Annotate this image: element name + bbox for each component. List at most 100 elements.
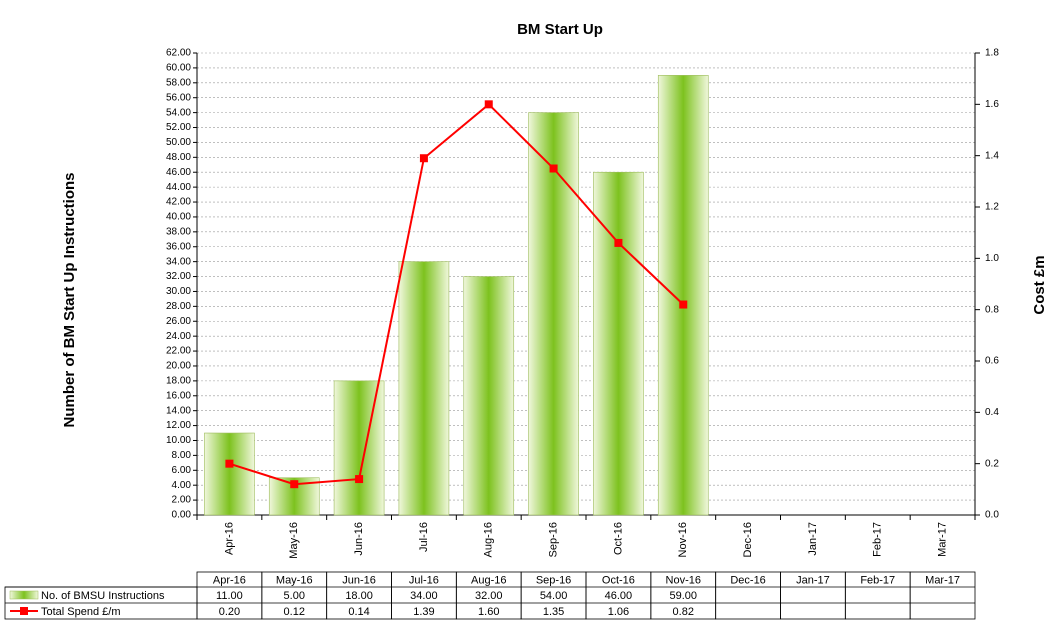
table-value: 59.00 [669, 590, 697, 602]
line-marker [225, 459, 234, 468]
y-tick-label: 58.00 [166, 77, 191, 88]
x-tick-label: Apr-16 [223, 522, 235, 555]
table-header: Feb-17 [860, 574, 895, 586]
y-tick-label: 60.00 [166, 63, 191, 74]
y-tick-label: 4.00 [172, 480, 192, 491]
table-header: Oct-16 [602, 574, 635, 586]
table-value: 32.00 [475, 590, 503, 602]
y-tick-label: 2.00 [172, 495, 192, 506]
table-header: Nov-16 [666, 574, 701, 586]
bar [528, 112, 579, 516]
table-value: 0.12 [284, 606, 305, 618]
bar [657, 75, 709, 516]
line-marker [614, 238, 623, 247]
legend-bar-icon [9, 590, 39, 600]
table-value: 34.00 [410, 590, 438, 602]
y-tick-label: 46.00 [166, 167, 191, 178]
table-header: Jun-16 [342, 574, 376, 586]
y-tick-label: 0.00 [172, 510, 192, 521]
table-value: 0.82 [673, 606, 694, 618]
y-tick-label: 36.00 [166, 241, 191, 252]
x-tick-label: Oct-16 [612, 522, 624, 555]
y-tick-label: 18.00 [166, 376, 191, 387]
y-tick-label: 48.00 [166, 152, 191, 163]
bar [463, 276, 515, 516]
table-value: 11.00 [216, 590, 243, 602]
y2-axis-title: Cost £m [1031, 255, 1048, 314]
table-legend-box [4, 586, 198, 620]
table-header: Jan-17 [796, 574, 830, 586]
y-axis-title: Number of BM Start Up Instructions [61, 172, 78, 427]
table-value: 1.35 [543, 606, 564, 618]
bar [204, 432, 255, 516]
y-tick-label: 56.00 [166, 92, 191, 103]
x-tick-label: May-16 [288, 522, 300, 559]
y-tick-label: 44.00 [166, 182, 191, 193]
x-tick-label: Feb-17 [872, 522, 884, 557]
y-tick-label: 10.00 [166, 435, 191, 446]
y2-tick-label: 1.8 [985, 48, 999, 59]
table-value: 18.00 [345, 590, 373, 602]
table-cell [909, 571, 976, 620]
y-tick-label: 26.00 [166, 316, 191, 327]
table-value: 1.60 [478, 606, 499, 618]
y-tick-label: 16.00 [166, 390, 191, 401]
line-marker [549, 164, 558, 173]
y2-tick-label: 1.6 [985, 99, 999, 110]
y-tick-label: 50.00 [166, 137, 191, 148]
y2-tick-label: 0.4 [985, 407, 999, 418]
x-tick-label: Mar-17 [936, 522, 948, 557]
line-marker [484, 100, 493, 109]
y-tick-label: 30.00 [166, 286, 191, 297]
table-value: 54.00 [540, 590, 568, 602]
table-value: 5.00 [284, 590, 305, 602]
bar [398, 261, 450, 516]
line-marker [419, 154, 428, 163]
table-header: Mar-17 [925, 574, 960, 586]
y-tick-label: 28.00 [166, 301, 191, 312]
table-header: May-16 [276, 574, 313, 586]
y2-tick-label: 1.2 [985, 202, 999, 213]
y-tick-label: 42.00 [166, 197, 191, 208]
table-header: Jul-16 [409, 574, 439, 586]
table-value: 0.14 [348, 606, 369, 618]
y-tick-label: 24.00 [166, 331, 191, 342]
y-tick-label: 62.00 [166, 48, 191, 59]
table-value: 0.20 [219, 606, 240, 618]
line-marker [679, 300, 688, 309]
y2-tick-label: 0.6 [985, 356, 999, 367]
x-tick-label: Jul-16 [418, 522, 430, 552]
legend-line-marker [20, 607, 28, 615]
table-header: Sep-16 [536, 574, 571, 586]
table-header: Dec-16 [730, 574, 765, 586]
y-tick-label: 14.00 [166, 405, 191, 416]
x-tick-label: Dec-16 [742, 522, 754, 557]
x-tick-label: Jun-16 [353, 522, 365, 556]
y-tick-label: 54.00 [166, 107, 191, 118]
y2-tick-label: 0.8 [985, 304, 999, 315]
legend-label: Total Spend £/m [41, 606, 121, 618]
y-tick-label: 6.00 [172, 465, 192, 476]
x-tick-label: Nov-16 [677, 522, 689, 557]
y-tick-label: 38.00 [166, 226, 191, 237]
legend-label: No. of BMSU Instructions [41, 590, 165, 602]
y-tick-label: 40.00 [166, 212, 191, 223]
line [229, 102, 684, 486]
bar [593, 171, 644, 516]
table-header: Aug-16 [471, 574, 506, 586]
table-value: 1.06 [608, 606, 629, 618]
line-marker [290, 480, 299, 489]
bar [333, 380, 385, 516]
y2-tick-label: 1.4 [985, 150, 999, 161]
line-marker [355, 475, 364, 484]
table-header: Apr-16 [213, 574, 246, 586]
x-tick-label: Sep-16 [547, 522, 559, 557]
y-tick-label: 34.00 [166, 256, 191, 267]
x-tick-label: Aug-16 [483, 522, 495, 557]
y2-tick-label: 1.0 [985, 253, 999, 264]
y-tick-label: 52.00 [166, 122, 191, 133]
table-value: 46.00 [605, 590, 633, 602]
chart-title: BM Start Up [517, 21, 603, 38]
y-tick-label: 12.00 [166, 420, 191, 431]
